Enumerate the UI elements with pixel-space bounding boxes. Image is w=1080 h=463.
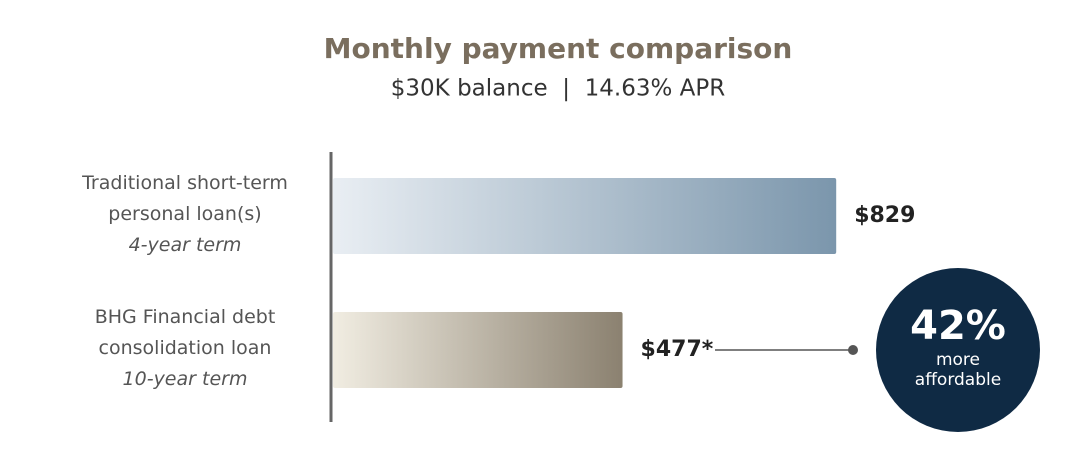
bar [333,312,623,388]
chart-subtitle: $30K balance | 14.63% APR [391,76,725,102]
category-note: 4-year term [128,234,242,256]
category-label: Traditional short-term personal loan(s) 4… [55,168,315,261]
callout-circle [876,268,1040,432]
bar [333,178,837,254]
connector-dot [848,345,858,355]
chart-title: Monthly payment comparison [324,32,793,65]
category-note: 10-year term [122,368,248,390]
category-label-box: BHG Financial debt consolidation loan 10-… [55,302,315,395]
value-label: $477* [641,337,714,362]
category-name: BHG Financial debt consolidation loan [94,306,276,359]
callout-text: more affordable [914,350,1002,390]
category-label-box: Traditional short-term personal loan(s) 4… [55,168,315,261]
callout-value: 42% [910,303,1006,349]
category-label: BHG Financial debt consolidation loan 10-… [55,302,315,395]
callout-text-box: more affordable [914,350,1002,390]
value-label: $829 [854,203,915,228]
category-name: Traditional short-term personal loan(s) [82,172,288,225]
